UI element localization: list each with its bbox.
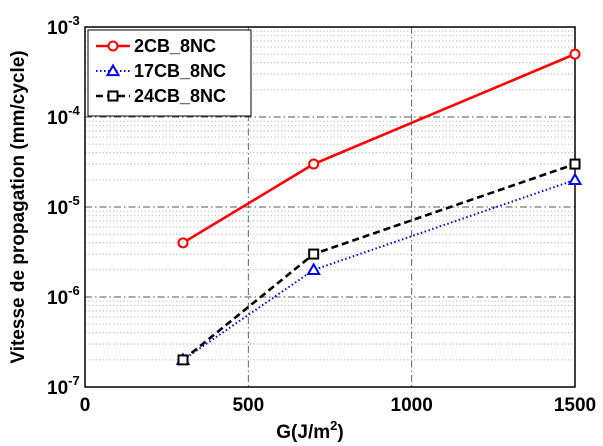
legend-label: 2CB_8NC [134, 36, 216, 56]
plot-frame [84, 26, 576, 388]
series-layer [175, 48, 583, 366]
data-point-square [308, 248, 320, 260]
data-point-circle [177, 237, 189, 249]
series-2CB_8NC [177, 48, 581, 249]
data-point-triangle [306, 262, 321, 276]
y-tick-label: 10-7 [47, 373, 80, 399]
y-tick-label: 10-3 [47, 13, 80, 39]
y-tick-label: 10-4 [47, 103, 80, 129]
x-tick-labels: 0 500 1000 1500 [80, 395, 596, 416]
series-24CB_8NC [177, 158, 581, 366]
data-point-square [177, 354, 189, 366]
legend-label: 17CB_8NC [134, 61, 226, 81]
series-17CB_8NC [175, 172, 583, 366]
legend-label: 24CB_8NC [134, 86, 226, 106]
data-point-square [107, 90, 119, 102]
x-tick-label: 500 [232, 395, 264, 416]
y-axis-label: Vitesse de propagation (mm/cycle) [8, 50, 29, 363]
x-tick-label: 1500 [554, 395, 596, 416]
y-tick-label: 10-6 [47, 283, 80, 309]
data-point-circle [308, 158, 320, 170]
data-point-circle [107, 40, 119, 52]
data-point-square [569, 158, 581, 170]
data-point-triangle [567, 172, 583, 186]
y-tick-label: 10-5 [47, 193, 80, 219]
legend: 2CB_8NC 17CB_8NC 24CB_8NC [87, 29, 252, 117]
data-point-triangle [105, 63, 121, 77]
x-axis-label: G(J/m2) [276, 418, 343, 443]
x-tick-label: 1000 [391, 395, 433, 416]
y-tick-labels: 10-7 10-6 10-5 10-4 10-3 [47, 13, 80, 399]
x-tick-label: 0 [80, 395, 91, 416]
data-point-circle [569, 48, 581, 60]
series-line [182, 178, 576, 361]
series-line [182, 162, 576, 361]
